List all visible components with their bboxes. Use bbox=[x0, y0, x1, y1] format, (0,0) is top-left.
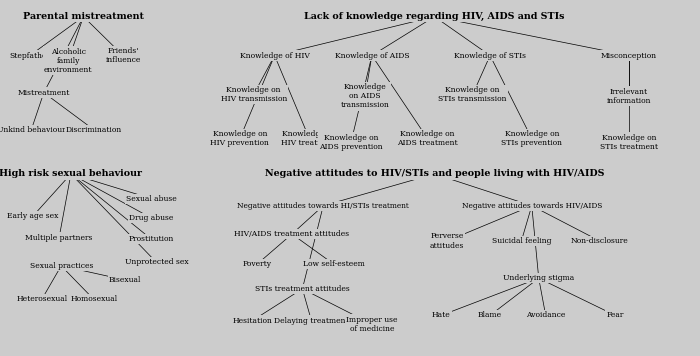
Text: Knowledge on
AIDS prevention: Knowledge on AIDS prevention bbox=[319, 134, 383, 151]
Text: STIs treatment attitudes: STIs treatment attitudes bbox=[255, 285, 350, 293]
Text: Knowledge on
STIs transmission: Knowledge on STIs transmission bbox=[438, 86, 507, 103]
Text: Poverty: Poverty bbox=[243, 260, 272, 268]
Text: Mistreatment: Mistreatment bbox=[18, 89, 70, 96]
Text: Misconception: Misconception bbox=[601, 52, 657, 59]
Text: Knowledge of HIV: Knowledge of HIV bbox=[239, 52, 309, 59]
Text: Discrimination: Discrimination bbox=[66, 126, 122, 134]
Text: Sexual practices: Sexual practices bbox=[29, 262, 93, 270]
Text: Alcoholic
family
environment: Alcoholic family environment bbox=[44, 48, 92, 74]
Text: High risk sexual behaviour: High risk sexual behaviour bbox=[0, 169, 142, 178]
Text: Non-disclosure: Non-disclosure bbox=[571, 237, 629, 245]
Text: Unkind behaviour: Unkind behaviour bbox=[0, 126, 66, 134]
Text: Negative attitudes towards HI/STIs treatment: Negative attitudes towards HI/STIs treat… bbox=[237, 202, 409, 210]
Text: Knowledge on
STIs treatment: Knowledge on STIs treatment bbox=[600, 134, 658, 151]
Text: Irrelevant
information: Irrelevant information bbox=[607, 88, 651, 105]
Text: Multiple partners: Multiple partners bbox=[25, 234, 93, 242]
Text: Suicidal feeling: Suicidal feeling bbox=[491, 237, 551, 245]
Text: Negative attitudes towards HIV/AIDS: Negative attitudes towards HIV/AIDS bbox=[461, 202, 602, 210]
Text: Stepfather: Stepfather bbox=[9, 52, 50, 59]
Text: Fear: Fear bbox=[606, 312, 624, 319]
Text: Delaying treatment: Delaying treatment bbox=[274, 316, 349, 325]
Text: Bisexual: Bisexual bbox=[109, 276, 141, 284]
Text: Negative attitudes to HIV/STIs and people living with HIV/AIDS: Negative attitudes to HIV/STIs and peopl… bbox=[265, 169, 604, 178]
Text: Hesitation: Hesitation bbox=[232, 316, 272, 325]
Text: Knowledge on
AIDS treatment: Knowledge on AIDS treatment bbox=[397, 130, 458, 147]
Text: Knowledge of AIDS: Knowledge of AIDS bbox=[335, 52, 409, 59]
Text: Knowledge on
HIV transmission: Knowledge on HIV transmission bbox=[220, 86, 287, 103]
Text: Knowledge on
HIV treatment: Knowledge on HIV treatment bbox=[281, 130, 337, 147]
Text: Hate: Hate bbox=[432, 312, 451, 319]
Text: Perverse
attitudes: Perverse attitudes bbox=[430, 232, 464, 250]
Text: Underlying stigma: Underlying stigma bbox=[503, 274, 575, 282]
Text: Heterosexual: Heterosexual bbox=[16, 295, 67, 303]
Text: Blame: Blame bbox=[478, 312, 502, 319]
Text: Parental mistreatment: Parental mistreatment bbox=[23, 12, 144, 21]
Text: Knowledge on
HIV prevention: Knowledge on HIV prevention bbox=[211, 130, 270, 147]
Text: Early age sex: Early age sex bbox=[7, 212, 58, 220]
Text: Prostitution: Prostitution bbox=[129, 235, 174, 244]
Text: Friends'
influence: Friends' influence bbox=[106, 47, 141, 64]
Text: Knowledge of STIs: Knowledge of STIs bbox=[454, 52, 526, 59]
Text: Knowledge on
STIs prevention: Knowledge on STIs prevention bbox=[501, 130, 562, 147]
Text: Drug abuse: Drug abuse bbox=[130, 214, 174, 222]
Text: HIV/AIDS treatment attitudes: HIV/AIDS treatment attitudes bbox=[234, 230, 349, 238]
Text: Unprotected sex: Unprotected sex bbox=[125, 258, 188, 266]
Text: Homosexual: Homosexual bbox=[70, 295, 118, 303]
Text: Avoidance: Avoidance bbox=[526, 312, 566, 319]
Text: Sexual abuse: Sexual abuse bbox=[126, 195, 177, 203]
Text: Lack of knowledge regarding HIV, AIDS and STIs: Lack of knowledge regarding HIV, AIDS an… bbox=[304, 12, 565, 21]
Text: Low self-esteem: Low self-esteem bbox=[302, 260, 365, 268]
Text: Knowledge
on AIDS
transmission: Knowledge on AIDS transmission bbox=[340, 83, 389, 109]
Text: Improper use
of medicine: Improper use of medicine bbox=[346, 315, 398, 333]
